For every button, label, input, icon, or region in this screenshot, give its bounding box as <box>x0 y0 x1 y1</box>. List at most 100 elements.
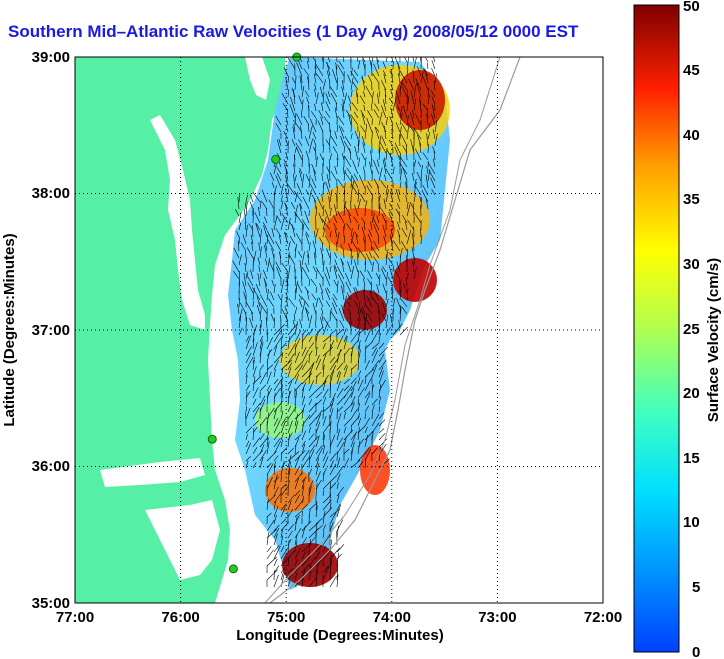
velocity-vector <box>350 433 357 448</box>
velocity-vector <box>364 392 371 406</box>
velocity-vector <box>315 359 322 371</box>
velocity-vector <box>338 125 345 140</box>
velocity-vector <box>259 449 267 462</box>
velocity-vector <box>252 387 259 399</box>
velocity-vector <box>315 421 321 434</box>
velocity-vector <box>307 254 310 266</box>
velocity-vector <box>390 84 394 91</box>
velocity-vector <box>329 265 332 273</box>
velocity-vector <box>390 68 394 84</box>
velocity-vector <box>413 267 417 280</box>
velocity-vector <box>364 257 366 266</box>
velocity-vector <box>385 57 388 63</box>
velocity-vector <box>406 277 408 287</box>
velocity-vector <box>310 278 317 287</box>
velocity-vector <box>285 125 289 133</box>
velocity-vector <box>308 380 315 392</box>
velocity-vector <box>378 384 382 399</box>
velocity-vector <box>304 136 310 147</box>
velocity-vector <box>304 90 310 98</box>
velocity-vector <box>357 224 360 231</box>
velocity-vector <box>338 60 345 70</box>
velocity-vector <box>307 57 310 63</box>
velocity-vector <box>433 80 436 91</box>
velocity-vector <box>350 232 355 245</box>
velocity-vector <box>417 161 422 168</box>
velocity-vector <box>305 174 310 182</box>
velocity-vector <box>371 261 374 273</box>
velocity-vector <box>432 129 436 140</box>
velocity-vector <box>294 410 304 420</box>
velocity-vector <box>395 90 401 105</box>
velocity-vector <box>413 181 417 196</box>
velocity-vector <box>381 213 387 224</box>
velocity-vector <box>233 271 240 280</box>
velocity-vector <box>287 539 290 553</box>
velocity-vector <box>371 384 373 399</box>
velocity-vector <box>344 136 352 147</box>
velocity-vector <box>311 178 317 189</box>
velocity-vector <box>401 122 408 133</box>
velocity-vector <box>316 195 324 210</box>
velocity-vector <box>343 417 352 427</box>
velocity-vector <box>382 159 387 175</box>
velocity-vector <box>315 330 319 343</box>
velocity-vector <box>378 135 382 147</box>
velocity-vector <box>329 207 332 217</box>
velocity-vector <box>321 102 324 112</box>
velocity-vector <box>357 318 361 329</box>
velocity-vector <box>299 75 303 91</box>
velocity-vector <box>329 398 335 413</box>
velocity-vector <box>315 413 322 427</box>
velocity-vector <box>322 499 332 511</box>
velocity-vector <box>294 420 299 434</box>
velocity-vector <box>322 406 324 420</box>
velocity-vector <box>245 407 251 420</box>
velocity-vector <box>284 306 289 315</box>
velocity-vector <box>419 142 422 154</box>
velocity-vector <box>311 194 317 203</box>
velocity-vector <box>357 398 360 406</box>
velocity-vector <box>315 577 318 588</box>
velocity-vector <box>349 104 352 112</box>
velocity-vector <box>249 194 254 203</box>
velocity-vector <box>378 412 385 420</box>
velocity-vector <box>378 265 380 273</box>
velocity-vector <box>411 246 415 259</box>
colorbar-tick: 35 <box>683 191 700 208</box>
velocity-vector <box>427 160 429 168</box>
velocity-vector <box>322 445 325 455</box>
velocity-vector <box>365 85 373 98</box>
velocity-vector <box>289 236 296 245</box>
velocity-vector <box>336 406 344 413</box>
velocity-vector <box>363 285 366 294</box>
velocity-vector <box>284 231 289 238</box>
velocity-vector <box>294 572 298 581</box>
velocity-vector <box>337 178 345 189</box>
velocity-vector <box>410 112 415 126</box>
velocity-vector <box>301 503 309 511</box>
velocity-vector <box>256 296 261 308</box>
velocity-vector <box>334 204 338 217</box>
velocity-vector <box>315 501 318 511</box>
velocity-vector <box>357 376 361 385</box>
velocity-vector <box>325 288 331 301</box>
velocity-vector <box>363 278 366 287</box>
velocity-vector <box>257 273 261 287</box>
velocity-vector <box>322 494 332 504</box>
velocity-vector <box>333 266 338 280</box>
colorbar-tick: 5 <box>692 579 700 596</box>
velocity-vector <box>319 86 324 98</box>
velocity-vector <box>343 426 347 434</box>
velocity-vector <box>378 359 387 371</box>
velocity-vector <box>232 260 240 273</box>
velocity-vector <box>322 471 325 483</box>
velocity-vector <box>325 181 331 196</box>
velocity-vector <box>313 139 317 147</box>
velocity-vector <box>283 159 289 168</box>
velocity-vector <box>287 568 294 574</box>
velocity-vector <box>370 281 373 294</box>
velocity-vector <box>315 92 319 105</box>
velocity-vector <box>251 311 254 322</box>
x-axis: 77:00 76:00 75:00 74:00 73:00 72:00 Long… <box>56 609 622 644</box>
